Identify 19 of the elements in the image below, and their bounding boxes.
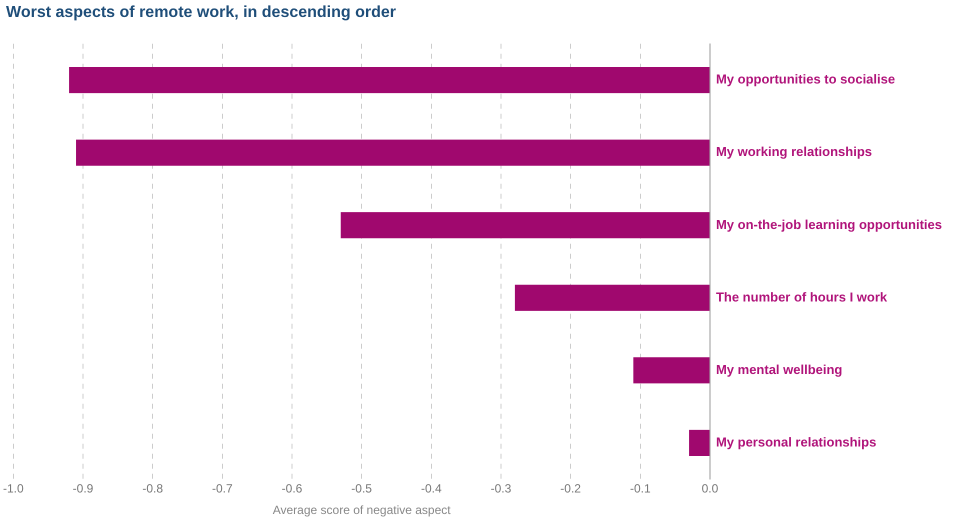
x-tick-label: -0.9 — [72, 482, 94, 496]
y-tick-label: My opportunities to socialise — [716, 72, 896, 87]
x-tick-label: -0.8 — [142, 482, 164, 496]
y-tick-label: The number of hours I work — [716, 289, 888, 304]
x-tick-label: -0.3 — [490, 482, 512, 496]
y-tick-label: My on-the-job learning opportunities — [716, 216, 942, 232]
x-tick-label: 0.0 — [702, 482, 719, 496]
x-tick-label: -0.7 — [212, 482, 233, 496]
y-tick-label: My working relationships — [716, 144, 872, 160]
x-tick-label: -0.4 — [420, 482, 442, 496]
chart-title: Worst aspects of remote work, in descending order — [6, 4, 396, 22]
x-tick-label: -0.1 — [630, 482, 651, 496]
x-axis-title: Average score of negative aspect — [272, 503, 452, 518]
y-tick-label: My personal relationships — [716, 434, 876, 450]
x-tick-label: -0.5 — [351, 482, 372, 496]
x-tick-label: -1.0 — [2, 482, 24, 496]
x-tick-label: -0.2 — [560, 482, 582, 496]
y-tick-label: My mental wellbeing — [716, 362, 842, 377]
x-tick-label: -0.6 — [282, 482, 303, 496]
